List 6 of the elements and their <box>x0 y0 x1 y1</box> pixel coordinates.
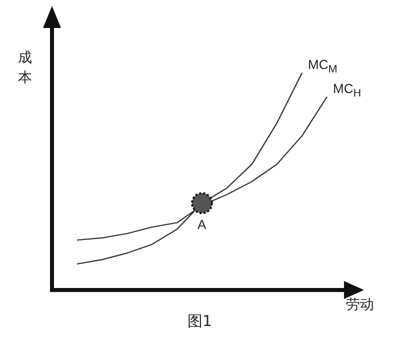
y-axis-title: 成本 <box>18 49 32 88</box>
annotation: A <box>198 217 206 232</box>
series-label: MC$_{M}$ <box>308 56 338 76</box>
text: 图1 <box>188 312 212 331</box>
x-axis-title: 劳动 <box>346 296 374 314</box>
series-label: MC$_{H}$ <box>333 80 362 100</box>
